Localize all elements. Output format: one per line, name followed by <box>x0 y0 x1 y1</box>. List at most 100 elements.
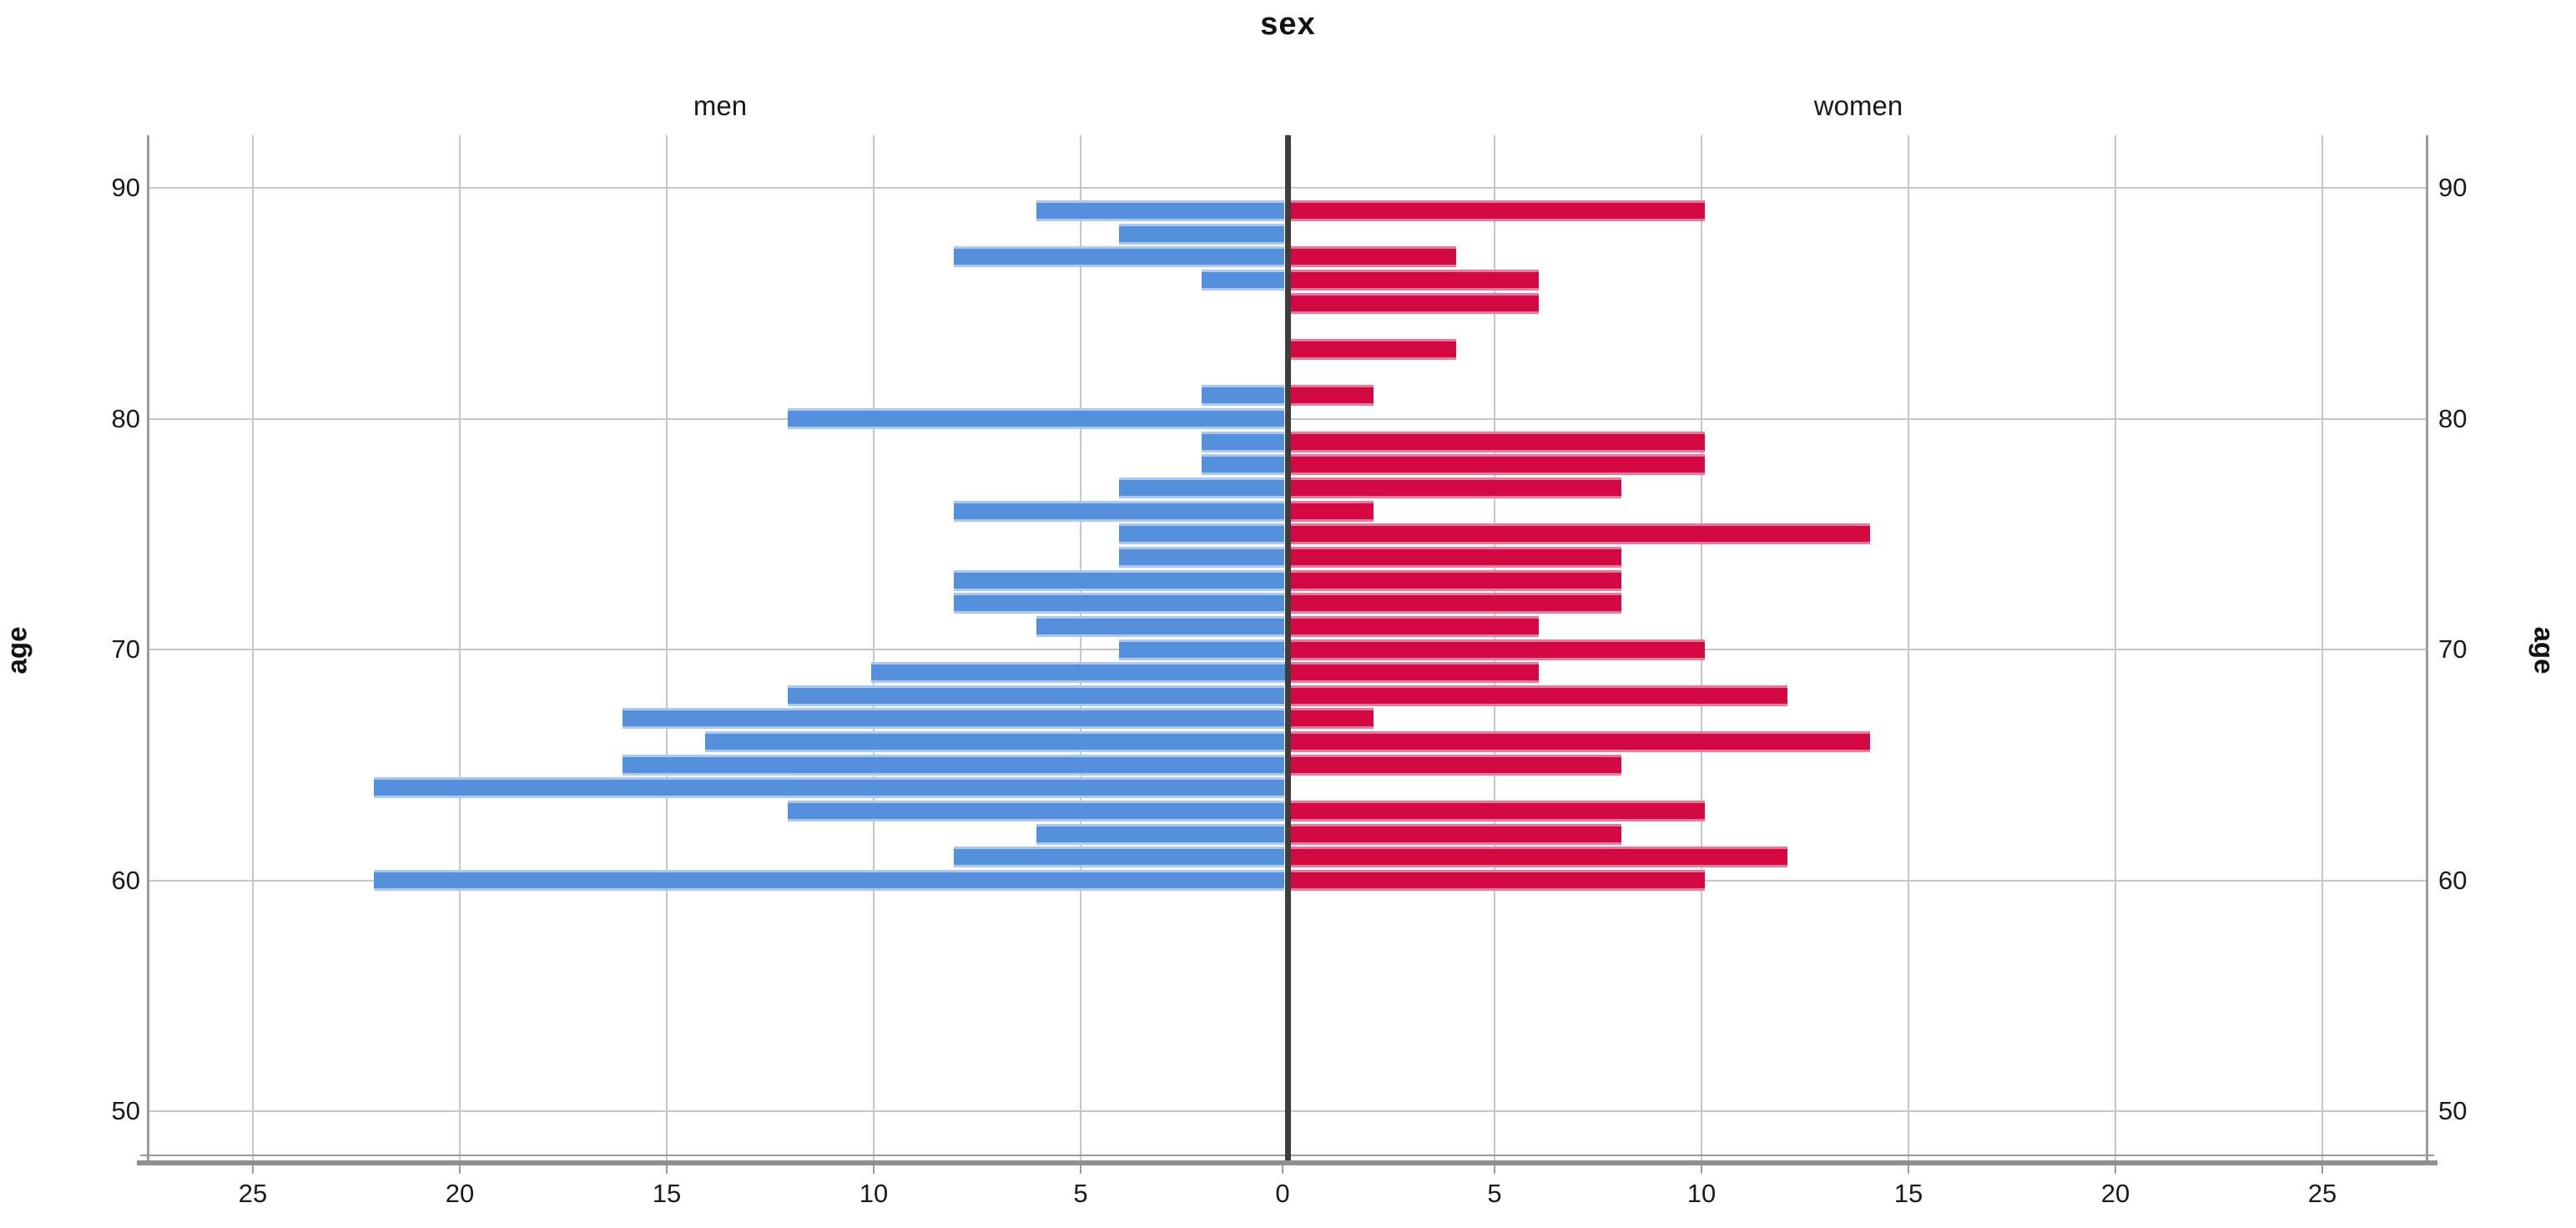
y-tick-label-left: 70 <box>111 634 140 664</box>
x-gridline-left-5 <box>1080 135 1081 1160</box>
men-panel-label: men <box>693 90 748 121</box>
men-bar-age-73[interactable] <box>953 569 1285 591</box>
women-bar-age-79[interactable] <box>1290 431 1705 452</box>
x-axis-line <box>137 1160 2437 1165</box>
x-gridline-left-15 <box>666 135 668 1160</box>
men-bar-age-75[interactable] <box>1119 523 1285 545</box>
women-bar-age-66[interactable] <box>1290 731 1870 753</box>
x-axis-tick <box>1494 1165 1495 1174</box>
men-bar-age-78[interactable] <box>1202 454 1285 476</box>
x-gridline-right-15 <box>1908 135 1909 1160</box>
x-tick-label: 15 <box>1893 1179 1923 1208</box>
x-tick-label: 10 <box>859 1179 889 1208</box>
x-axis-tick <box>459 1165 461 1174</box>
men-bar-age-61[interactable] <box>953 846 1285 868</box>
x-axis-tick <box>1282 1165 1283 1174</box>
y-tick-label-right: 60 <box>2438 865 2468 895</box>
y-tick-label-right: 90 <box>2438 173 2468 202</box>
women-bar-age-60[interactable] <box>1290 870 1705 891</box>
men-bar-age-81[interactable] <box>1202 385 1285 407</box>
y-tick-label-right: 80 <box>2438 403 2468 433</box>
x-tick-label: 20 <box>2100 1179 2130 1208</box>
plot-frame-left <box>147 135 149 1160</box>
women-bar-age-73[interactable] <box>1290 569 1622 591</box>
women-bar-age-77[interactable] <box>1290 477 1622 498</box>
women-bar-age-74[interactable] <box>1290 546 1622 568</box>
men-bar-age-66[interactable] <box>705 731 1285 753</box>
men-bar-age-87[interactable] <box>953 246 1285 268</box>
men-bar-age-89[interactable] <box>1036 200 1285 222</box>
women-bar-age-68[interactable] <box>1290 685 1787 706</box>
men-bar-age-65[interactable] <box>622 754 1285 776</box>
women-bar-age-61[interactable] <box>1290 846 1787 868</box>
men-bar-age-68[interactable] <box>788 685 1285 706</box>
x-tick-label: 5 <box>1487 1179 1502 1208</box>
x-tick-label: 10 <box>1686 1179 1716 1208</box>
y-tick-label-right: 50 <box>2438 1096 2468 1125</box>
y-tick-label-right: 70 <box>2438 634 2468 664</box>
x-gridline-right-25 <box>2321 135 2323 1160</box>
women-bar-age-81[interactable] <box>1290 385 1374 407</box>
men-bar-age-71[interactable] <box>1036 615 1285 637</box>
women-bar-age-69[interactable] <box>1290 662 1540 684</box>
men-bar-age-70[interactable] <box>1119 639 1285 660</box>
women-bar-age-63[interactable] <box>1290 801 1705 822</box>
women-bar-age-76[interactable] <box>1290 500 1374 522</box>
men-bar-age-60[interactable] <box>374 870 1285 891</box>
x-gridline-left-10 <box>873 135 875 1160</box>
center-axis-line <box>1284 135 1291 1160</box>
x-tick-label: 15 <box>652 1179 682 1208</box>
x-tick-label: 5 <box>1073 1179 1088 1208</box>
men-bar-age-80[interactable] <box>788 408 1285 429</box>
y-tick-label-left: 50 <box>111 1096 140 1125</box>
women-bar-age-87[interactable] <box>1290 246 1456 268</box>
women-bar-age-83[interactable] <box>1290 339 1456 361</box>
chart-title: sex <box>1260 7 1316 42</box>
x-axis-tick <box>2115 1165 2116 1174</box>
women-bar-age-70[interactable] <box>1290 639 1705 660</box>
x-axis-tick <box>1080 1165 1081 1174</box>
x-axis-tick <box>252 1165 254 1174</box>
plot-frame-right <box>2426 135 2428 1160</box>
men-bar-age-64[interactable] <box>374 777 1285 799</box>
y-tick-label-left: 60 <box>111 865 140 895</box>
x-axis-tick <box>666 1165 668 1174</box>
women-bar-age-71[interactable] <box>1290 615 1540 637</box>
y-tick-label-left: 90 <box>111 173 140 202</box>
women-bar-age-89[interactable] <box>1290 200 1705 222</box>
women-bar-age-67[interactable] <box>1290 708 1374 730</box>
women-bar-age-75[interactable] <box>1290 523 1870 545</box>
men-bar-age-72[interactable] <box>953 593 1285 614</box>
men-bar-age-67[interactable] <box>622 708 1285 730</box>
men-bar-age-62[interactable] <box>1036 823 1285 845</box>
women-bar-age-72[interactable] <box>1290 593 1622 614</box>
y-axis-title-left: age <box>1 626 33 675</box>
x-axis-tick <box>1908 1165 1909 1174</box>
men-bar-age-69[interactable] <box>870 662 1285 684</box>
women-bar-age-85[interactable] <box>1290 292 1540 314</box>
x-axis-tick <box>2321 1165 2323 1174</box>
men-bar-age-88[interactable] <box>1119 223 1285 245</box>
men-bar-age-86[interactable] <box>1202 270 1285 291</box>
men-bar-age-63[interactable] <box>788 801 1285 822</box>
women-bar-age-86[interactable] <box>1290 270 1540 291</box>
x-gridline-right-20 <box>2115 135 2116 1160</box>
x-axis-tick <box>1701 1165 1702 1174</box>
x-gridline-left-20 <box>459 135 461 1160</box>
men-bar-age-77[interactable] <box>1119 477 1285 498</box>
women-bar-age-78[interactable] <box>1290 454 1705 476</box>
men-bar-age-79[interactable] <box>1202 431 1285 452</box>
x-axis-tick <box>873 1165 875 1174</box>
men-bar-age-74[interactable] <box>1119 546 1285 568</box>
women-bar-age-65[interactable] <box>1290 754 1622 776</box>
y-axis-title-right: age <box>2528 626 2560 675</box>
x-gridline-left-25 <box>252 135 254 1160</box>
x-tick-label: 25 <box>2307 1179 2337 1208</box>
x-tick-label: 20 <box>445 1179 475 1208</box>
men-bar-age-76[interactable] <box>953 500 1285 522</box>
x-tick-label: 25 <box>238 1179 268 1208</box>
women-bar-age-62[interactable] <box>1290 823 1622 845</box>
y-tick-label-left: 80 <box>111 403 140 433</box>
women-panel-label: women <box>1813 90 1903 121</box>
